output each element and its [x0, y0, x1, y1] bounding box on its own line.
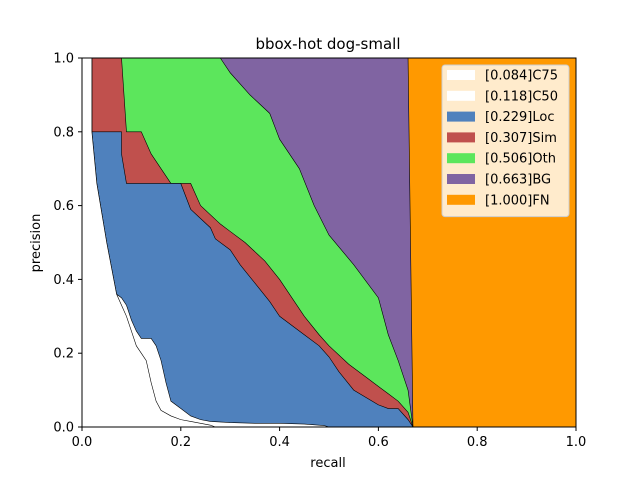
y-axis-label: precision: [29, 214, 44, 273]
legend-swatch: [447, 132, 475, 143]
y-tick-label: 0.8: [53, 125, 74, 140]
legend: [0.084]C75 [0.118]C50 [0.229]Loc [0.307]Sim…: [441, 64, 570, 218]
plot-frame: [81, 57, 577, 428]
area-0-084-c75: [81, 57, 216, 428]
chart-title: bbox-hot dog-small: [256, 35, 401, 53]
y-tick-label: 0.0: [53, 421, 74, 436]
legend-swatch: [447, 174, 475, 184]
legend-swatch: [447, 111, 475, 122]
legend-swatch: [447, 153, 475, 164]
legend-label: [0.118]C50: [485, 89, 558, 104]
x-tick-label: 0.2: [170, 435, 191, 450]
x-tick-label: 0.8: [467, 435, 488, 450]
legend-label: [0.084]C75: [485, 69, 558, 84]
x-axis-label: recall: [310, 456, 345, 471]
legend-swatch: [447, 70, 475, 80]
legend-label: [0.307]Sim: [485, 131, 557, 146]
legend-label: [0.506]Oth: [485, 152, 556, 167]
legend-swatch: [447, 90, 475, 101]
x-tick-label: 0.6: [368, 435, 389, 450]
x-tick-label: 1.0: [566, 435, 587, 450]
y-tick-label: 0.6: [53, 199, 74, 214]
y-tick-label: 0.4: [53, 273, 74, 288]
legend-label: [0.229]Loc: [485, 110, 554, 125]
x-tick-label: 0.0: [72, 435, 93, 450]
legend-label: [1.000]FN: [485, 193, 550, 208]
y-tick-label: 0.2: [53, 347, 74, 362]
legend-swatch: [447, 194, 475, 205]
y-axis-ticks: 0.0 0.2 0.4 0.6 0.8 1.0: [53, 52, 82, 436]
x-axis-ticks: 0.0 0.2 0.4 0.6 0.8 1.0: [72, 427, 587, 450]
legend-label: [0.663]BG: [485, 173, 551, 188]
x-tick-label: 0.4: [269, 435, 290, 450]
area-0-229-loc: [81, 57, 414, 428]
y-tick-label: 1.0: [53, 52, 74, 67]
